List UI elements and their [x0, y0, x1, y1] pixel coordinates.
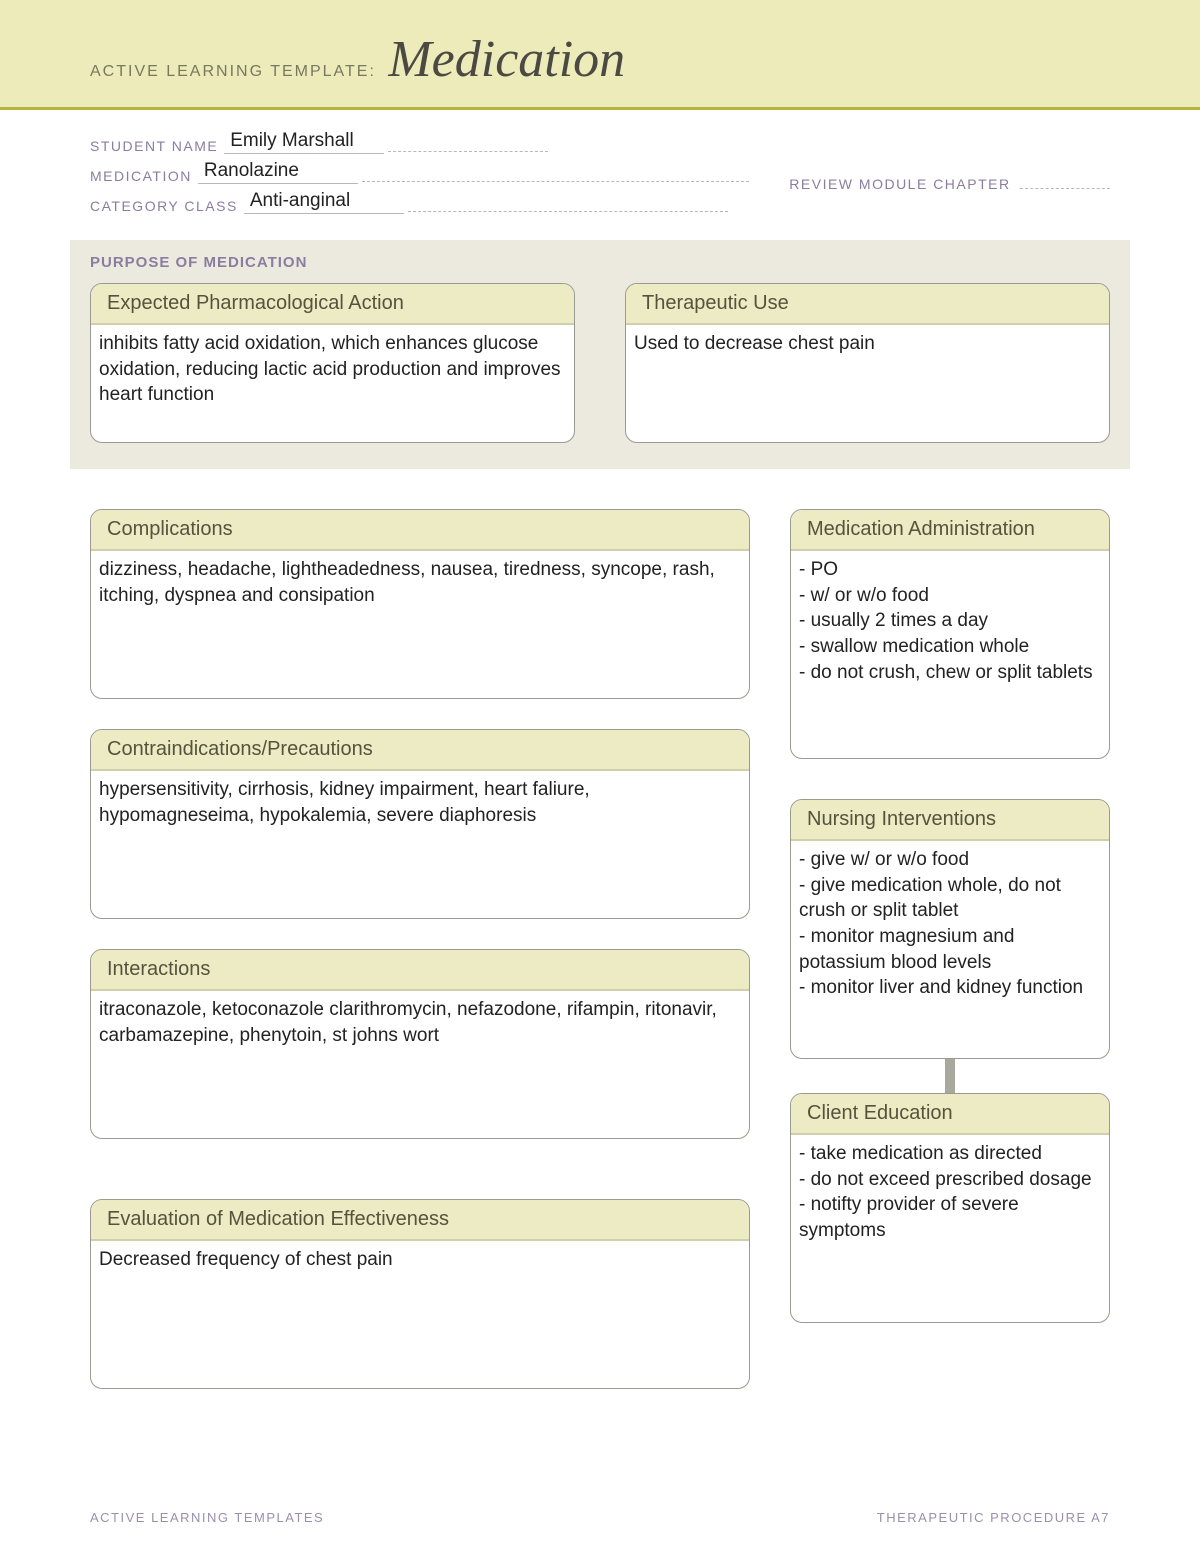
therapeutic-use-card: Therapeutic Use Used to decrease chest p…: [625, 283, 1110, 443]
line-fill: [388, 151, 548, 152]
header-title: Medication: [388, 31, 625, 88]
line-fill: [408, 211, 728, 212]
medication-row: MEDICATION Ranolazine: [90, 160, 749, 184]
purpose-section-title: PURPOSE OF MEDICATION: [90, 254, 1110, 271]
evaluation-body: Decreased frequency of chest pain: [91, 1241, 749, 1388]
nursing-card: Nursing Interventions - give w/ or w/o f…: [790, 799, 1110, 1059]
student-value: Emily Marshall: [224, 130, 384, 154]
meta-block: STUDENT NAME Emily Marshall MEDICATION R…: [0, 110, 1200, 230]
header-band: ACTIVE LEARNING TEMPLATE: Medication: [0, 0, 1200, 110]
connector: [945, 1059, 955, 1093]
complications-body: dizziness, headache, lightheadedness, na…: [91, 551, 749, 698]
page: ACTIVE LEARNING TEMPLATE: Medication STU…: [0, 0, 1200, 1553]
evaluation-card: Evaluation of Medication Effectiveness D…: [90, 1199, 750, 1389]
therapeutic-use-body: Used to decrease chest pain: [626, 325, 1109, 442]
complications-title: Complications: [91, 510, 749, 551]
student-label: STUDENT NAME: [90, 138, 218, 154]
medication-label: MEDICATION: [90, 168, 192, 184]
interactions-card: Interactions itraconazole, ketoconazole …: [90, 949, 750, 1139]
client-body: - take medication as directed - do not e…: [791, 1135, 1109, 1322]
nursing-body: - give w/ or w/o food - give medication …: [791, 841, 1109, 1058]
contra-body: hypersensitivity, cirrhosis, kidney impa…: [91, 771, 749, 918]
interactions-title: Interactions: [91, 950, 749, 991]
client-card: Client Education - take medication as di…: [790, 1093, 1110, 1323]
footer: ACTIVE LEARNING TEMPLATES THERAPEUTIC PR…: [90, 1510, 1110, 1525]
nursing-title: Nursing Interventions: [791, 800, 1109, 841]
evaluation-title: Evaluation of Medication Effectiveness: [91, 1200, 749, 1241]
category-value: Anti-anginal: [244, 190, 404, 214]
right-column: Medication Administration - PO - w/ or w…: [790, 509, 1110, 1323]
medication-value: Ranolazine: [198, 160, 358, 184]
spacer: [790, 759, 1110, 799]
student-row: STUDENT NAME Emily Marshall: [90, 130, 749, 154]
main-grid: Complications dizziness, headache, light…: [0, 469, 1200, 1389]
category-label: CATEGORY CLASS: [90, 198, 238, 214]
admin-body: - PO - w/ or w/o food - usually 2 times …: [791, 551, 1109, 758]
footer-left: ACTIVE LEARNING TEMPLATES: [90, 1510, 324, 1525]
review-module: REVIEW MODULE CHAPTER: [789, 176, 1110, 220]
therapeutic-use-title: Therapeutic Use: [626, 284, 1109, 325]
complications-card: Complications dizziness, headache, light…: [90, 509, 750, 699]
review-line: [1020, 188, 1110, 189]
pharm-action-body: inhibits fatty acid oxidation, which enh…: [91, 325, 574, 442]
client-title: Client Education: [791, 1094, 1109, 1135]
purpose-section: PURPOSE OF MEDICATION Expected Pharmacol…: [70, 240, 1130, 469]
admin-card: Medication Administration - PO - w/ or w…: [790, 509, 1110, 759]
left-column: Complications dizziness, headache, light…: [90, 509, 750, 1389]
contra-card: Contraindications/Precautions hypersensi…: [90, 729, 750, 919]
category-row: CATEGORY CLASS Anti-anginal: [90, 190, 749, 214]
pharm-action-card: Expected Pharmacological Action inhibits…: [90, 283, 575, 443]
pharm-action-title: Expected Pharmacological Action: [91, 284, 574, 325]
interactions-body: itraconazole, ketoconazole clarithromyci…: [91, 991, 749, 1138]
line-fill: [362, 181, 749, 182]
footer-right: THERAPEUTIC PROCEDURE A7: [877, 1510, 1110, 1525]
admin-title: Medication Administration: [791, 510, 1109, 551]
review-label: REVIEW MODULE CHAPTER: [789, 176, 1010, 192]
header-prefix: ACTIVE LEARNING TEMPLATE:: [90, 63, 376, 80]
contra-title: Contraindications/Precautions: [91, 730, 749, 771]
